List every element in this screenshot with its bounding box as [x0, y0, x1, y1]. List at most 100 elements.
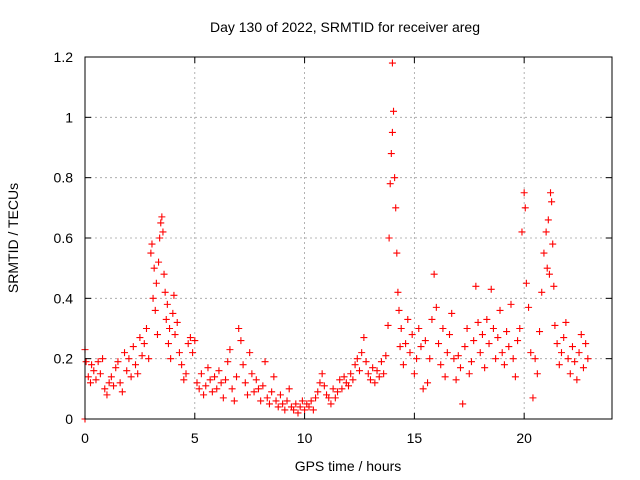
- y-tick-label: 0: [65, 411, 73, 427]
- data-point: [472, 282, 480, 290]
- data-point: [206, 376, 214, 384]
- chart-title: Day 130 of 2022, SRMTID for receiver are…: [210, 19, 480, 35]
- data-point: [125, 355, 133, 363]
- data-point: [279, 400, 287, 408]
- data-point: [456, 364, 464, 372]
- data-point: [432, 303, 440, 311]
- data-point: [551, 321, 559, 329]
- x-axis-label: GPS time / hours: [295, 458, 402, 474]
- data-point: [498, 349, 506, 357]
- data-point: [230, 397, 238, 405]
- data-point: [424, 379, 432, 387]
- data-point: [276, 391, 284, 399]
- data-point: [171, 331, 179, 339]
- data-point: [353, 355, 361, 363]
- data-point: [402, 340, 410, 348]
- data-point: [481, 364, 489, 372]
- data-point: [200, 391, 208, 399]
- data-point: [511, 373, 519, 381]
- data-point: [197, 370, 205, 378]
- data-point: [514, 337, 522, 345]
- data-point: [213, 385, 221, 393]
- data-point: [175, 349, 183, 357]
- data-point: [518, 228, 526, 236]
- data-point: [145, 355, 153, 363]
- x-tick-label: 15: [407, 430, 423, 446]
- data-point: [390, 107, 398, 115]
- data-point: [386, 180, 394, 188]
- data-point: [505, 343, 513, 351]
- data-point: [96, 370, 104, 378]
- data-point: [243, 391, 251, 399]
- data-point: [408, 331, 416, 339]
- data-point: [521, 204, 529, 212]
- data-point: [195, 385, 203, 393]
- data-point: [509, 355, 517, 363]
- data-point: [138, 352, 146, 360]
- data-point: [222, 376, 230, 384]
- data-point: [149, 294, 157, 302]
- data-point: [388, 128, 396, 136]
- data-point: [549, 240, 557, 248]
- data-point: [254, 385, 262, 393]
- data-point: [385, 234, 393, 242]
- data-point: [118, 388, 126, 396]
- data-point: [164, 340, 172, 348]
- data-point: [476, 349, 484, 357]
- data-point: [437, 361, 445, 369]
- data-point: [228, 385, 236, 393]
- x-tick-label: 5: [191, 430, 199, 446]
- data-point: [410, 370, 418, 378]
- data-point: [461, 343, 469, 351]
- data-point: [316, 379, 324, 387]
- data-point: [415, 325, 423, 332]
- data-point: [112, 364, 120, 372]
- data-point: [312, 394, 320, 402]
- data-point: [487, 285, 495, 293]
- data-point: [371, 379, 379, 387]
- y-tick-label: 1.2: [54, 49, 74, 65]
- data-point: [448, 309, 456, 317]
- data-point: [465, 370, 473, 378]
- data-point: [327, 400, 335, 408]
- data-point: [107, 373, 115, 381]
- data-point: [446, 331, 454, 339]
- data-point: [496, 306, 504, 314]
- data-point: [454, 352, 462, 360]
- data-point: [161, 288, 169, 296]
- data-point: [545, 270, 553, 278]
- data-point: [395, 306, 403, 314]
- data-point: [360, 334, 368, 342]
- data-point: [355, 367, 363, 375]
- y-tick-label: 0.2: [54, 351, 74, 367]
- data-point: [285, 385, 293, 393]
- data-point: [366, 376, 374, 384]
- data-point: [305, 403, 313, 411]
- data-point: [159, 228, 167, 236]
- data-point: [430, 270, 438, 278]
- data-point: [377, 358, 385, 366]
- data-point: [443, 349, 451, 357]
- data-point: [336, 376, 344, 384]
- data-point: [296, 403, 304, 411]
- data-point: [121, 349, 129, 357]
- data-point: [393, 249, 401, 257]
- data-point: [147, 249, 155, 257]
- data-point: [399, 361, 407, 369]
- axis-ticks: [84, 56, 612, 420]
- data-point: [86, 379, 94, 387]
- data-point: [314, 388, 322, 396]
- data-point: [160, 270, 168, 278]
- data-point: [329, 385, 337, 393]
- data-point: [494, 334, 502, 342]
- y-axis-label: SRMTID / TECUs: [5, 183, 21, 293]
- data-point: [320, 382, 328, 390]
- data-point: [542, 228, 550, 236]
- data-point: [426, 355, 434, 363]
- data-point: [157, 219, 165, 227]
- data-point: [413, 355, 421, 363]
- data-point: [241, 379, 249, 387]
- data-point: [217, 379, 225, 387]
- data-point: [450, 355, 458, 363]
